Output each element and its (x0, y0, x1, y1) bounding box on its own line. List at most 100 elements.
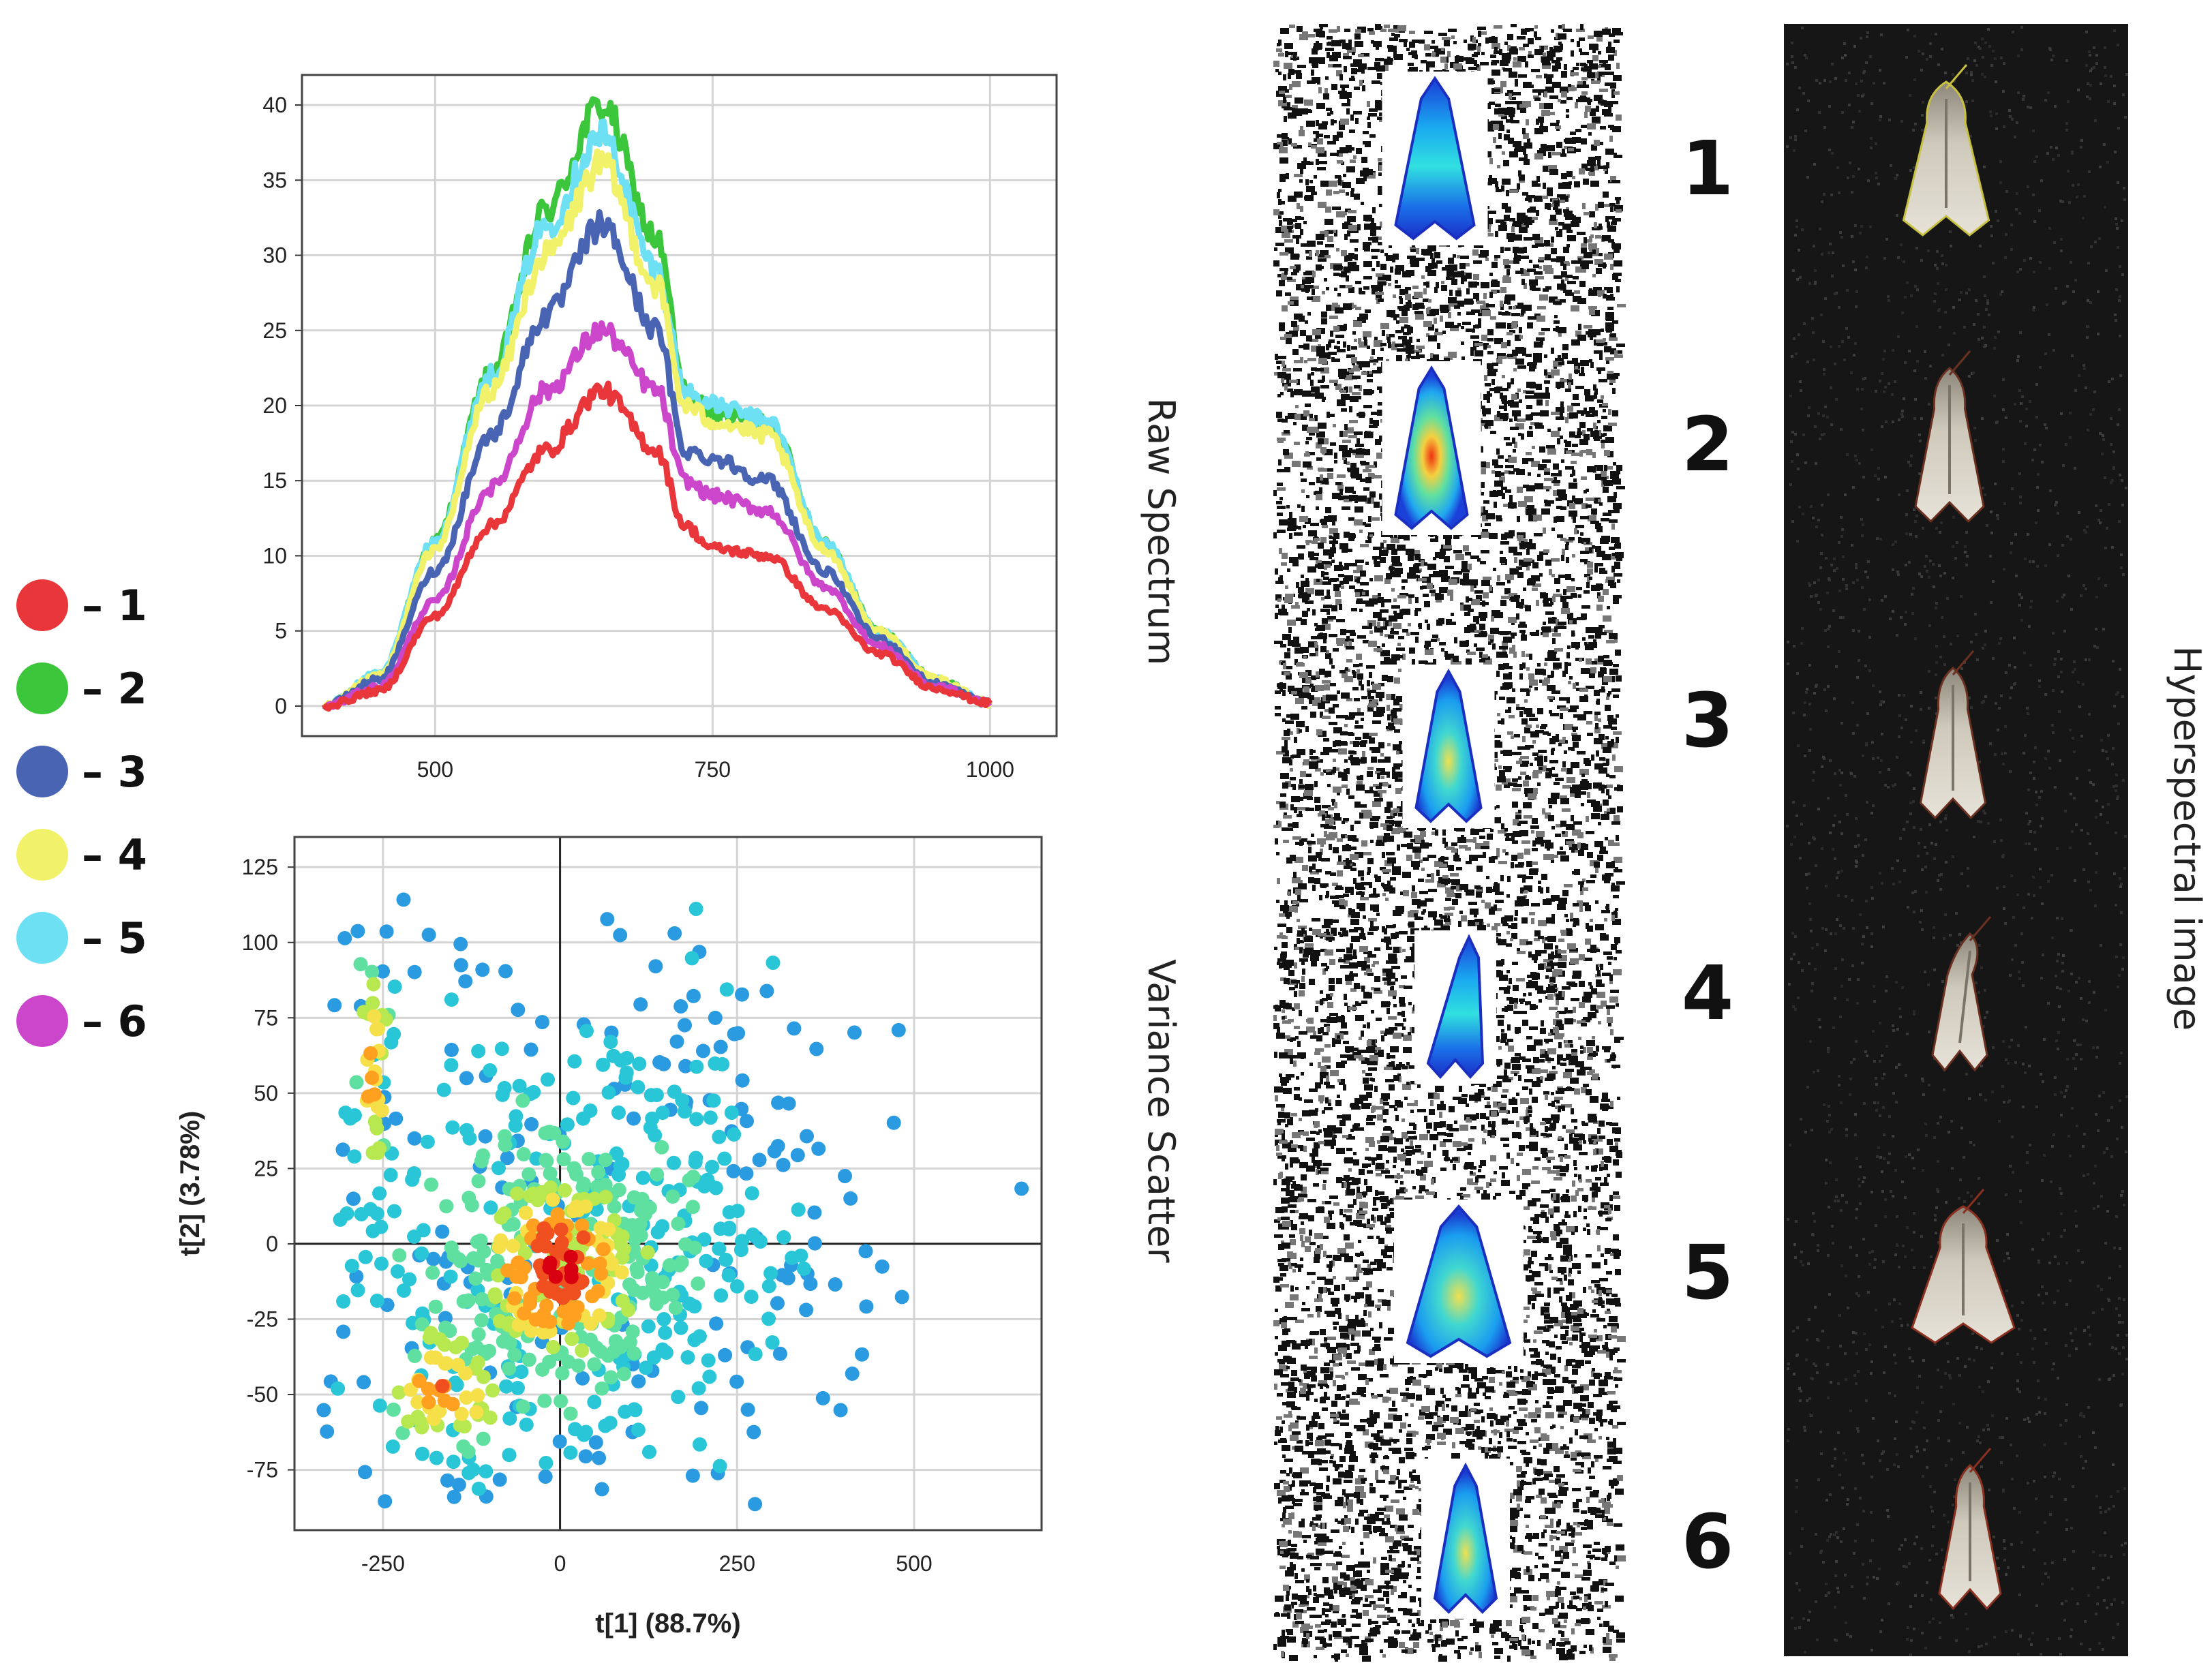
noise-speck (1350, 633, 1356, 636)
noise-speck (1469, 1651, 1472, 1655)
noise-speck (1526, 406, 1532, 409)
noise-speck (1481, 550, 1489, 553)
noise-speck (1574, 363, 1580, 369)
noise-speck (1387, 1518, 1390, 1521)
noise-speck (1289, 557, 1298, 563)
noise-speck (1279, 962, 1282, 969)
noise-speck (1526, 217, 1534, 223)
noise-speck (1579, 1332, 1586, 1336)
noise-speck (1363, 1260, 1369, 1263)
scatter-point (611, 1105, 626, 1120)
noise-speck (1346, 1654, 1349, 1657)
noise-speck (1352, 1392, 1361, 1395)
noise-speck (1612, 919, 1621, 925)
scatter-point (579, 1024, 594, 1039)
noise-speck (1398, 813, 1404, 817)
noise-speck (1599, 354, 1603, 360)
noise-speck (1275, 227, 1284, 233)
scatter-point (365, 964, 380, 979)
noise-speck (1575, 386, 1584, 389)
noise-speck (1348, 287, 1354, 293)
noise-speck (1531, 918, 1534, 924)
noise-speck (1612, 1127, 1621, 1133)
scatter-point (383, 1168, 398, 1183)
noise-speck (1363, 286, 1369, 290)
legend-label-2: – 2 (82, 664, 147, 714)
noise-speck (1489, 37, 1498, 43)
scatter-point (845, 1366, 860, 1381)
scatter-point (515, 1093, 530, 1108)
noise-speck (1564, 1040, 1573, 1043)
noise-speck (1605, 1248, 1611, 1254)
noise-speck (1444, 913, 1453, 916)
noise-speck (1416, 339, 1420, 342)
noise-speck (1431, 258, 1435, 264)
noise-speck (1344, 676, 1353, 682)
noise-speck (1522, 1389, 1531, 1395)
scatter-point (603, 1370, 618, 1385)
noise-speck (1440, 1625, 1443, 1631)
noise-speck (1483, 841, 1489, 847)
noise-speck (1524, 815, 1532, 819)
noise-speck (1609, 136, 1613, 142)
noise-speck (1558, 1597, 1564, 1603)
noise-speck (1315, 1624, 1321, 1628)
noise-speck (1589, 1138, 1598, 1144)
noise-speck (1343, 1522, 1346, 1525)
noise-speck (1580, 889, 1584, 895)
noise-speck (1282, 1445, 1290, 1451)
scatter-point (353, 957, 368, 972)
noise-speck (1547, 1387, 1554, 1393)
noise-speck (1596, 964, 1599, 971)
noise-speck (1292, 461, 1301, 467)
noise-speck (1405, 1648, 1414, 1654)
noise-speck (1564, 1275, 1567, 1281)
noise-speck (1490, 1420, 1494, 1427)
noise-speck (1423, 288, 1427, 294)
scatter-point (468, 1271, 483, 1286)
noise-speck (1287, 222, 1293, 225)
noise-speck (1369, 1059, 1378, 1065)
noise-speck (1390, 1525, 1393, 1528)
scatter-point (474, 1313, 489, 1328)
noise-speck (1534, 1214, 1543, 1217)
noise-speck (1354, 33, 1361, 40)
noise-speck (1280, 1077, 1289, 1083)
noise-speck (1592, 1368, 1595, 1371)
noise-speck (1599, 1164, 1608, 1170)
scatter-point (705, 1159, 720, 1174)
noise-speck (1483, 346, 1487, 350)
noise-speck (1466, 861, 1472, 864)
scatter-point (515, 1399, 530, 1414)
noise-speck (1303, 656, 1307, 659)
scatter-point (671, 1390, 686, 1404)
noise-speck (1380, 1569, 1389, 1575)
scatter-point (536, 1279, 551, 1294)
noise-speck (1457, 1419, 1461, 1425)
noise-speck (1498, 311, 1502, 315)
noise-speck (1592, 1581, 1599, 1587)
noise-speck (1609, 742, 1618, 748)
legend-label-5: – 5 (82, 913, 147, 963)
noise-speck (1428, 1093, 1437, 1099)
scatter-point (656, 1312, 671, 1326)
noise-speck (1289, 1467, 1292, 1474)
noise-speck (1363, 1604, 1372, 1607)
noise-speck (1523, 305, 1532, 311)
noise-speck (1605, 906, 1609, 909)
noise-speck (1393, 317, 1397, 320)
noise-speck (1445, 887, 1454, 894)
noise-speck (1451, 1453, 1460, 1459)
noise-speck (1509, 998, 1518, 1004)
noise-speck (1562, 737, 1566, 740)
noise-speck (1332, 1038, 1341, 1044)
noise-speck (1327, 356, 1331, 359)
noise-speck (1361, 462, 1369, 466)
noise-speck (1357, 1492, 1366, 1498)
noise-speck (1292, 105, 1298, 108)
noise-speck (1586, 880, 1595, 883)
noise-speck (1327, 1476, 1330, 1482)
noise-speck (1532, 848, 1538, 851)
noise-speck (1474, 919, 1483, 922)
noise-speck (1419, 1410, 1425, 1416)
